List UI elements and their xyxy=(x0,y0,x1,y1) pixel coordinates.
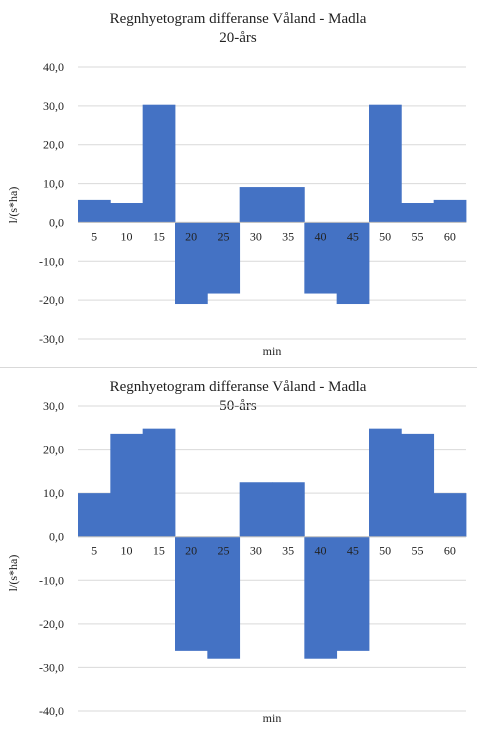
x-tick-label: 40 xyxy=(315,229,327,243)
chart-subtitle: 20-års xyxy=(219,30,257,46)
x-tick-label: 45 xyxy=(347,229,359,243)
bar xyxy=(110,433,144,537)
x-tick-label: 30 xyxy=(250,544,262,558)
bar xyxy=(207,222,241,294)
x-tick-label: 60 xyxy=(444,229,456,243)
bar xyxy=(142,104,176,223)
hyetogram-chart-20-ars: Regnhyetogram differanse Våland - Madla 2… xyxy=(6,11,467,358)
bar xyxy=(369,428,402,537)
chart-title: Regnhyetogram differanse Våland - Madla xyxy=(110,11,367,27)
y-tick-label: -20,0 xyxy=(39,617,64,631)
x-tick-label: 45 xyxy=(347,544,359,558)
y-axis-label: l/(s*ha) xyxy=(6,555,20,592)
x-tick-label: 10 xyxy=(121,229,133,243)
chart-title: Regnhyetogram differanse Våland - Madla xyxy=(110,379,367,395)
y-tick-label: -10,0 xyxy=(39,254,64,268)
bar xyxy=(336,222,370,305)
y-tick-label: -20,0 xyxy=(39,293,64,307)
bar xyxy=(401,433,435,537)
bar xyxy=(78,493,111,537)
y-tick-label: -40,0 xyxy=(39,704,64,718)
x-axis-label: min xyxy=(263,344,282,358)
x-tick-label: 10 xyxy=(121,544,133,558)
x-tick-label: 25 xyxy=(218,229,230,243)
y-tick-label: 20,0 xyxy=(43,138,64,152)
bar xyxy=(272,187,305,223)
y-tick-label: -10,0 xyxy=(39,573,64,587)
x-tick-label: 50 xyxy=(379,544,391,558)
bar xyxy=(369,104,402,223)
chart-divider xyxy=(0,367,477,368)
chart-panel-20-ars: Regnhyetogram differanse Våland - Madla 2… xyxy=(6,11,467,358)
y-tick-label: 30,0 xyxy=(43,99,64,113)
bar xyxy=(336,536,370,651)
x-tick-label: 55 xyxy=(412,544,424,558)
bar xyxy=(433,493,467,537)
y-tick-label: 10,0 xyxy=(43,177,64,191)
bar xyxy=(110,203,144,223)
bar xyxy=(272,482,305,537)
bar xyxy=(207,536,241,659)
y-tick-label: -30,0 xyxy=(39,332,64,346)
x-tick-label: 20 xyxy=(185,544,197,558)
bar xyxy=(239,482,273,537)
bar xyxy=(142,428,176,537)
bar xyxy=(304,536,338,659)
y-tick-label: -30,0 xyxy=(39,660,64,674)
y-tick-label: 30,0 xyxy=(43,399,64,413)
x-tick-label: 35 xyxy=(282,544,294,558)
x-axis-label: min xyxy=(263,711,282,725)
chart-panel-50-ars: Regnhyetogram differanse Våland - Madla 5… xyxy=(0,368,477,726)
y-tick-label: 0,0 xyxy=(49,215,64,229)
x-tick-label: 20 xyxy=(185,229,197,243)
x-tick-label: 40 xyxy=(315,544,327,558)
x-tick-label: 35 xyxy=(282,229,294,243)
bar xyxy=(175,222,208,305)
x-tick-label: 50 xyxy=(379,229,391,243)
bar xyxy=(304,222,338,294)
x-tick-label: 60 xyxy=(444,544,456,558)
bar xyxy=(175,536,208,651)
bar xyxy=(401,203,435,223)
y-tick-label: 10,0 xyxy=(43,486,64,500)
x-tick-label: 15 xyxy=(153,544,165,558)
y-tick-label: 0,0 xyxy=(49,530,64,544)
x-tick-label: 25 xyxy=(218,544,230,558)
x-tick-label: 15 xyxy=(153,229,165,243)
hyetogram-chart-50-ars: Regnhyetogram differanse Våland - Madla 5… xyxy=(6,379,467,725)
x-tick-label: 55 xyxy=(412,229,424,243)
x-tick-label: 5 xyxy=(91,229,97,243)
bar xyxy=(433,199,467,223)
y-tick-label: 20,0 xyxy=(43,443,64,457)
bar xyxy=(78,199,111,223)
y-axis-label: l/(s*ha) xyxy=(6,187,20,224)
bar xyxy=(239,187,273,223)
x-tick-label: 30 xyxy=(250,229,262,243)
y-tick-label: 40,0 xyxy=(43,60,64,74)
x-tick-label: 5 xyxy=(91,544,97,558)
